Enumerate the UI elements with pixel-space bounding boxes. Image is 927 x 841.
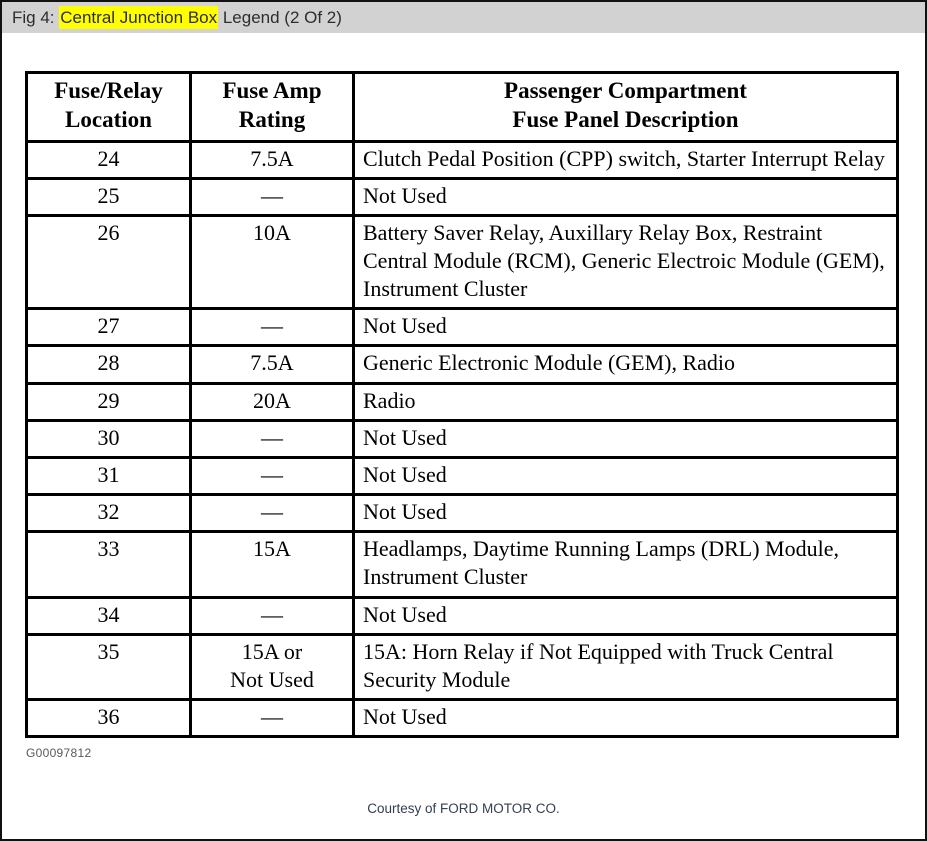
rating-cell: — xyxy=(189,493,355,534)
description-cell: Not Used xyxy=(352,493,899,534)
rating-cell: — xyxy=(189,697,355,739)
rating-cell: — xyxy=(189,307,355,348)
description-cell: Not Used xyxy=(352,418,899,459)
figure-id: G00097812 xyxy=(26,746,92,760)
caption-highlight: Central Junction Box xyxy=(59,6,219,29)
caption-prefix: Fig 4: xyxy=(12,8,60,27)
table-row: 29 20A Radio xyxy=(25,381,899,422)
description-cell: Not Used xyxy=(352,307,899,348)
location-cell: 35 xyxy=(25,632,192,702)
fuse-legend-table: Fuse/Relay Location Fuse Amp Rating Pass… xyxy=(25,71,899,739)
rating-cell: 15A or Not Used xyxy=(189,632,355,702)
table-row: 25 — Not Used xyxy=(25,176,899,217)
location-cell: 31 xyxy=(25,455,192,497)
location-cell: 25 xyxy=(25,176,192,217)
rating-cell: — xyxy=(189,176,355,217)
table-header-row: Fuse/Relay Location Fuse Amp Rating Pass… xyxy=(25,71,899,143)
description-cell: Generic Electronic Module (GEM), Radio xyxy=(352,344,899,385)
location-cell: 28 xyxy=(25,344,192,385)
table-row: 36 — Not Used xyxy=(25,697,899,739)
table-row: 33 15A Headlamps, Daytime Running Lamps … xyxy=(25,530,899,599)
rating-cell: 15A xyxy=(189,530,355,599)
location-cell: 24 xyxy=(25,139,192,180)
rating-cell: 20A xyxy=(189,381,355,422)
description-cell: 15A: Horn Relay if Not Equipped with Tru… xyxy=(352,632,899,702)
fuse-table-body: 24 7.5A Clutch Pedal Position (CPP) swit… xyxy=(25,139,899,739)
location-cell: 26 xyxy=(25,213,192,311)
location-cell: 27 xyxy=(25,307,192,348)
location-cell: 32 xyxy=(25,493,192,534)
caption-suffix: Legend (2 Of 2) xyxy=(218,8,342,27)
rating-cell: — xyxy=(189,595,355,636)
description-cell: Clutch Pedal Position (CPP) switch, Star… xyxy=(352,139,899,180)
column-header-rating: Fuse Amp Rating xyxy=(189,71,355,143)
description-cell: Not Used xyxy=(352,595,899,636)
table-row: 28 7.5A Generic Electronic Module (GEM),… xyxy=(25,344,899,385)
location-cell: 33 xyxy=(25,530,192,599)
location-cell: 36 xyxy=(25,697,192,739)
figure-caption-bar: Fig 4: Central Junction Box Legend (2 Of… xyxy=(2,2,925,33)
table-row: 30 — Not Used xyxy=(25,418,899,459)
column-header-location: Fuse/Relay Location xyxy=(25,71,192,143)
description-cell: Headlamps, Daytime Running Lamps (DRL) M… xyxy=(352,530,899,599)
credit-line: Courtesy of FORD MOTOR CO. xyxy=(367,801,560,816)
rating-cell: 7.5A xyxy=(189,344,355,385)
description-cell: Radio xyxy=(352,381,899,422)
location-cell: 30 xyxy=(25,418,192,459)
table-row: 26 10A Battery Saver Relay, Auxillary Re… xyxy=(25,213,899,311)
description-cell: Not Used xyxy=(352,697,899,739)
table-row: 27 — Not Used xyxy=(25,307,899,348)
rating-cell: 10A xyxy=(189,213,355,311)
table-row: 34 — Not Used xyxy=(25,595,899,636)
rating-cell: — xyxy=(189,455,355,497)
description-cell: Not Used xyxy=(352,176,899,217)
table-row: 32 — Not Used xyxy=(25,493,899,534)
description-cell: Battery Saver Relay, Auxillary Relay Box… xyxy=(352,213,899,311)
table-row: 31 — Not Used xyxy=(25,455,899,497)
description-cell: Not Used xyxy=(352,455,899,497)
table-row: 24 7.5A Clutch Pedal Position (CPP) swit… xyxy=(25,139,899,180)
table-row: 35 15A or Not Used 15A: Horn Relay if No… xyxy=(25,632,899,702)
location-cell: 29 xyxy=(25,381,192,422)
rating-cell: — xyxy=(189,418,355,459)
column-header-description: Passenger Compartment Fuse Panel Descrip… xyxy=(352,71,899,143)
rating-cell: 7.5A xyxy=(189,139,355,180)
location-cell: 34 xyxy=(25,595,192,636)
